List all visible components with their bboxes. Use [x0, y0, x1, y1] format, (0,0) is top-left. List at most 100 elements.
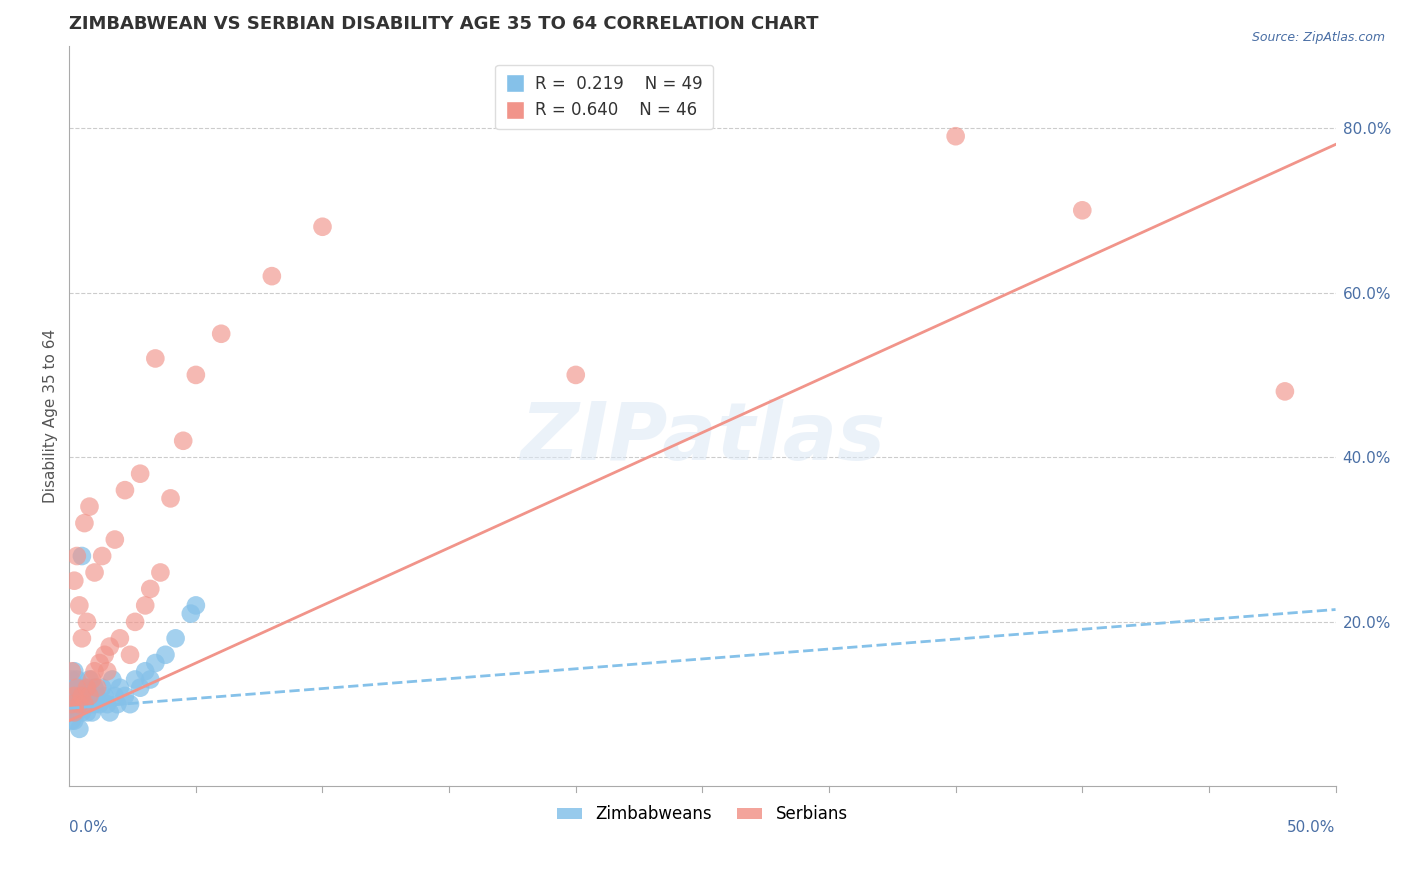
Point — [79, 673, 101, 687]
Point — [67, 681, 90, 695]
Point — [129, 681, 152, 695]
Point — [86, 681, 108, 695]
Point — [101, 673, 124, 687]
Point — [96, 697, 118, 711]
Point — [108, 681, 131, 695]
Point — [155, 648, 177, 662]
Point — [73, 697, 96, 711]
Point — [96, 665, 118, 679]
Point — [70, 706, 93, 720]
Point — [124, 673, 146, 687]
Point — [565, 368, 588, 382]
Point — [129, 467, 152, 481]
Point — [66, 673, 89, 687]
Point — [63, 714, 86, 728]
Legend: Zimbabweans, Serbians: Zimbabweans, Serbians — [551, 798, 855, 830]
Point — [63, 681, 86, 695]
Point — [209, 326, 232, 341]
Point — [118, 697, 141, 711]
Point — [139, 582, 162, 596]
Point — [63, 706, 86, 720]
Point — [63, 697, 86, 711]
Point — [73, 681, 96, 695]
Point — [139, 673, 162, 687]
Text: Source: ZipAtlas.com: Source: ZipAtlas.com — [1251, 31, 1385, 45]
Point — [70, 689, 93, 703]
Point — [63, 574, 86, 588]
Point — [76, 681, 98, 695]
Point — [114, 689, 136, 703]
Point — [93, 648, 115, 662]
Point — [66, 689, 89, 703]
Point — [67, 697, 90, 711]
Point — [184, 368, 207, 382]
Point — [184, 599, 207, 613]
Text: 50.0%: 50.0% — [1286, 820, 1336, 835]
Point — [80, 689, 103, 703]
Point — [60, 697, 83, 711]
Point — [945, 129, 967, 144]
Point — [79, 689, 101, 703]
Text: 0.0%: 0.0% — [69, 820, 108, 835]
Point — [67, 599, 90, 613]
Point — [63, 665, 86, 679]
Point — [172, 434, 194, 448]
Point — [98, 706, 121, 720]
Point — [89, 656, 111, 670]
Point — [124, 615, 146, 629]
Point — [80, 706, 103, 720]
Point — [67, 697, 90, 711]
Point — [79, 697, 101, 711]
Point — [76, 706, 98, 720]
Point — [134, 665, 156, 679]
Point — [73, 516, 96, 530]
Point — [60, 689, 83, 703]
Point — [134, 599, 156, 613]
Point — [60, 697, 83, 711]
Point — [260, 269, 283, 284]
Point — [60, 665, 83, 679]
Point — [1071, 203, 1094, 218]
Point — [76, 615, 98, 629]
Point — [105, 697, 128, 711]
Y-axis label: Disability Age 35 to 64: Disability Age 35 to 64 — [44, 329, 58, 503]
Point — [165, 632, 187, 646]
Point — [180, 607, 202, 621]
Point — [60, 714, 83, 728]
Point — [104, 533, 127, 547]
Point — [83, 665, 105, 679]
Point — [1274, 384, 1296, 399]
Point — [76, 689, 98, 703]
Point — [311, 219, 333, 234]
Text: ZIMBABWEAN VS SERBIAN DISABILITY AGE 35 TO 64 CORRELATION CHART: ZIMBABWEAN VS SERBIAN DISABILITY AGE 35 … — [69, 15, 818, 33]
Point — [70, 632, 93, 646]
Point — [108, 632, 131, 646]
Point — [143, 351, 166, 366]
Point — [66, 706, 89, 720]
Point — [91, 681, 114, 695]
Point — [70, 689, 93, 703]
Text: ZIPatlas: ZIPatlas — [520, 400, 884, 477]
Point — [86, 689, 108, 703]
Point — [83, 697, 105, 711]
Point — [67, 722, 90, 736]
Point — [104, 689, 127, 703]
Point — [91, 549, 114, 563]
Point — [114, 483, 136, 498]
Point — [83, 566, 105, 580]
Point — [60, 673, 83, 687]
Point — [98, 640, 121, 654]
Point — [63, 689, 86, 703]
Point — [73, 697, 96, 711]
Point — [79, 500, 101, 514]
Point — [118, 648, 141, 662]
Point — [143, 656, 166, 670]
Point — [149, 566, 172, 580]
Point — [70, 549, 93, 563]
Point — [83, 681, 105, 695]
Point — [89, 697, 111, 711]
Point — [80, 673, 103, 687]
Point — [159, 491, 181, 506]
Point — [60, 706, 83, 720]
Point — [93, 689, 115, 703]
